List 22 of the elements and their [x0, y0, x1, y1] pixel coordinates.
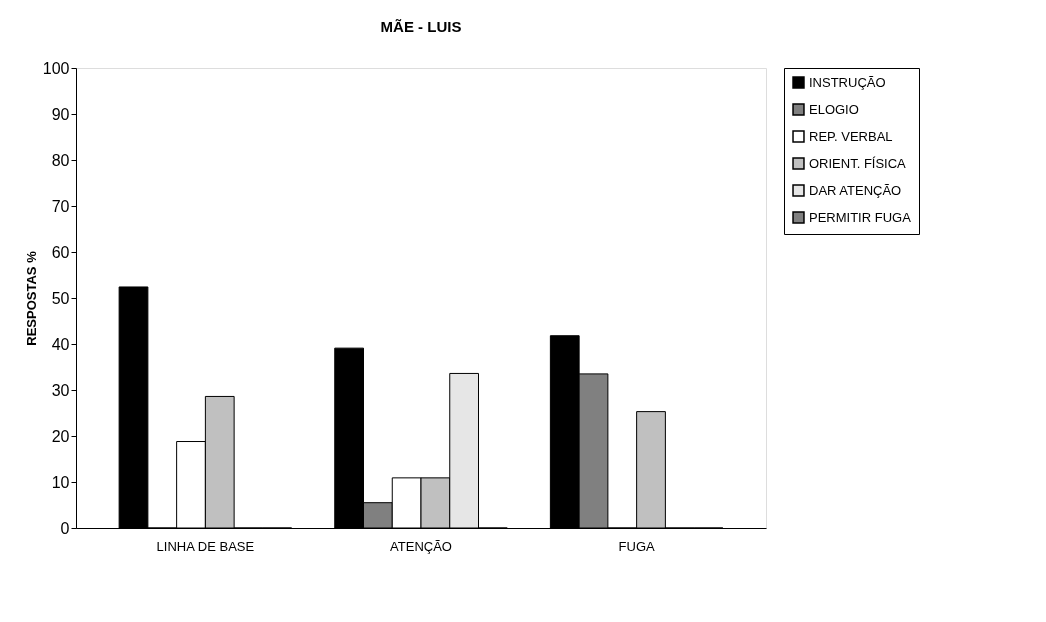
- y-axis-title: RESPOSTAS %: [23, 250, 39, 346]
- y-tick-label: 50: [51, 289, 70, 307]
- y-tick-label: 90: [51, 105, 70, 123]
- y-tick-label: 10: [51, 473, 70, 491]
- legend-label: ORIENT. FÍSICA: [809, 155, 907, 171]
- y-tick-label: 0: [60, 519, 70, 537]
- y-tick-label: 60: [51, 243, 70, 261]
- x-tick-label: ATENÇÃO: [390, 538, 452, 554]
- legend-label: REP. VERBAL: [809, 128, 893, 144]
- y-tick-label: 70: [51, 197, 70, 215]
- legend-label: ELOGIO: [809, 101, 859, 117]
- legend-label: PERMITIR FUGA: [809, 209, 912, 225]
- y-tick-label: 40: [51, 335, 70, 353]
- x-tick-label: FUGA: [618, 538, 655, 554]
- y-tick-label: 30: [51, 381, 70, 399]
- legend-label: INSTRUÇÃO: [809, 74, 886, 90]
- chart-title: MÃE - LUIS: [380, 18, 462, 35]
- x-tick-label: LINHA DE BASE: [156, 538, 255, 554]
- y-tick-label: 20: [51, 427, 70, 445]
- legend-label: DAR ATENÇÃO: [809, 182, 902, 198]
- y-tick-label: 100: [42, 59, 70, 77]
- y-tick-label: 80: [51, 151, 70, 169]
